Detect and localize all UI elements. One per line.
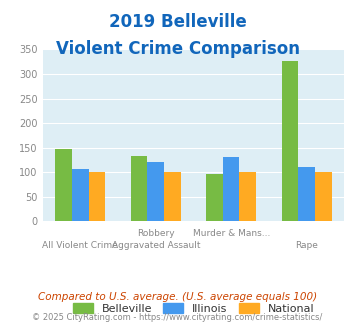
Text: Aggravated Assault: Aggravated Assault bbox=[111, 241, 200, 250]
Text: Robbery: Robbery bbox=[137, 229, 175, 238]
Bar bbox=[298, 167, 315, 221]
Legend: Belleville, Illinois, National: Belleville, Illinois, National bbox=[68, 299, 319, 318]
Bar bbox=[282, 61, 298, 221]
Text: © 2025 CityRating.com - https://www.cityrating.com/crime-statistics/: © 2025 CityRating.com - https://www.city… bbox=[32, 313, 323, 322]
Bar bbox=[315, 172, 332, 221]
Bar bbox=[240, 172, 256, 221]
Text: Rape: Rape bbox=[295, 241, 318, 250]
Bar bbox=[223, 157, 240, 221]
Bar bbox=[164, 172, 181, 221]
Bar bbox=[206, 174, 223, 221]
Bar bbox=[147, 162, 164, 221]
Bar bbox=[131, 156, 147, 221]
Bar bbox=[89, 172, 105, 221]
Text: 2019 Belleville: 2019 Belleville bbox=[109, 13, 246, 31]
Text: Compared to U.S. average. (U.S. average equals 100): Compared to U.S. average. (U.S. average … bbox=[38, 292, 317, 302]
Text: All Violent Crime: All Violent Crime bbox=[43, 241, 118, 250]
Bar bbox=[55, 149, 72, 221]
Bar bbox=[72, 169, 89, 221]
Text: Violent Crime Comparison: Violent Crime Comparison bbox=[55, 40, 300, 58]
Text: Murder & Mans...: Murder & Mans... bbox=[192, 229, 270, 238]
